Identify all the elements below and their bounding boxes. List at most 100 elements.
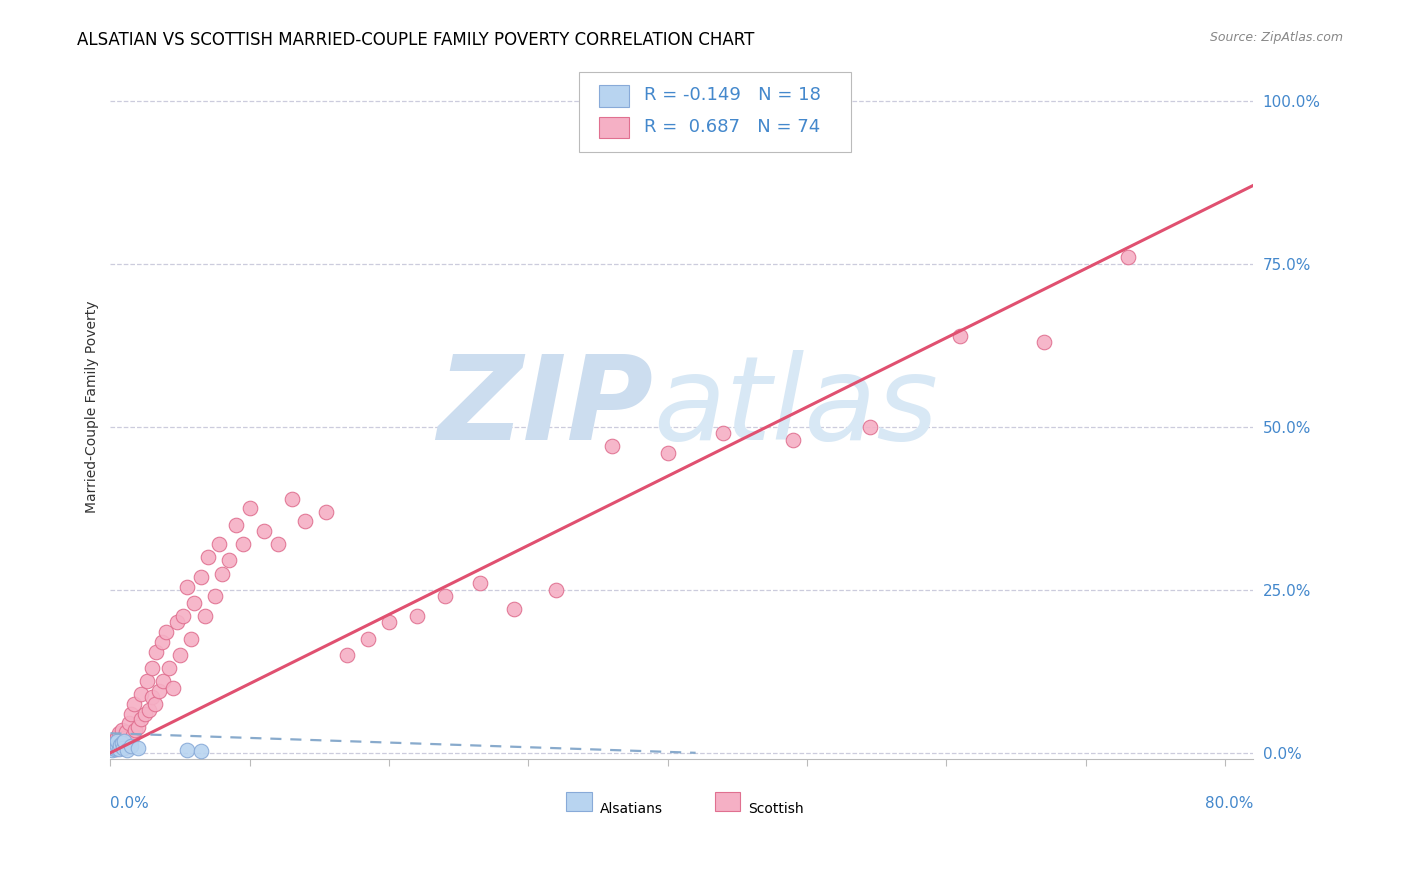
Text: R = -0.149   N = 18: R = -0.149 N = 18 — [644, 87, 821, 104]
FancyBboxPatch shape — [599, 86, 628, 106]
Point — [148, 684, 170, 698]
Point — [190, 570, 212, 584]
Point — [103, 738, 125, 752]
Point — [112, 734, 135, 748]
Point — [169, 648, 191, 662]
Point — [190, 744, 212, 758]
Text: 80.0%: 80.0% — [1205, 796, 1253, 811]
Point — [115, 742, 138, 756]
Point — [110, 723, 132, 737]
Point — [104, 732, 127, 747]
Text: ZIP: ZIP — [437, 350, 654, 465]
Point — [129, 687, 152, 701]
Point — [111, 731, 134, 746]
Point — [108, 738, 131, 752]
Point — [180, 632, 202, 646]
Point — [152, 674, 174, 689]
Point — [135, 674, 157, 689]
Point — [949, 328, 972, 343]
Point — [194, 608, 217, 623]
Point — [111, 740, 134, 755]
Point — [204, 590, 226, 604]
Point — [104, 738, 127, 752]
Point — [239, 501, 262, 516]
Point — [183, 596, 205, 610]
Point — [859, 419, 882, 434]
Point — [546, 582, 568, 597]
Point — [145, 645, 167, 659]
Point — [357, 632, 380, 646]
Point — [120, 732, 142, 747]
Point — [433, 590, 456, 604]
Point — [141, 661, 163, 675]
Text: R =  0.687   N = 74: R = 0.687 N = 74 — [644, 118, 820, 136]
Point — [104, 736, 127, 750]
Point — [105, 736, 128, 750]
Point — [1033, 334, 1056, 349]
Point — [107, 726, 129, 740]
Text: Scottish: Scottish — [748, 802, 804, 815]
Point — [108, 738, 131, 752]
FancyBboxPatch shape — [567, 792, 592, 811]
Point — [107, 742, 129, 756]
Point — [103, 740, 125, 755]
Point — [124, 723, 146, 737]
Point — [115, 736, 138, 750]
Point — [138, 703, 160, 717]
Point — [232, 537, 254, 551]
Point — [122, 697, 145, 711]
FancyBboxPatch shape — [714, 792, 741, 811]
Point — [197, 550, 219, 565]
Text: atlas: atlas — [654, 351, 938, 464]
FancyBboxPatch shape — [579, 72, 851, 152]
Point — [143, 697, 166, 711]
Point — [110, 734, 132, 748]
Point — [134, 706, 156, 721]
Point — [713, 426, 735, 441]
Point — [120, 706, 142, 721]
Point — [120, 739, 142, 754]
Point — [294, 514, 316, 528]
Point — [657, 446, 679, 460]
Point — [110, 736, 132, 750]
Point — [166, 615, 188, 630]
Point — [211, 566, 233, 581]
Point — [104, 742, 127, 756]
Point — [105, 730, 128, 744]
FancyBboxPatch shape — [599, 117, 628, 138]
Point — [114, 725, 136, 739]
Point — [378, 615, 401, 630]
Point — [129, 712, 152, 726]
Point — [336, 648, 359, 662]
Point — [104, 742, 127, 756]
Point — [253, 524, 276, 538]
Point — [105, 739, 128, 754]
Point — [176, 743, 198, 757]
Point — [117, 716, 139, 731]
Y-axis label: Married-Couple Family Poverty: Married-Couple Family Poverty — [86, 301, 100, 514]
Point — [266, 537, 288, 551]
Text: Alsatians: Alsatians — [599, 802, 662, 815]
Point — [280, 491, 302, 506]
Point — [172, 608, 194, 623]
Point — [162, 681, 184, 695]
Text: Source: ZipAtlas.com: Source: ZipAtlas.com — [1209, 31, 1343, 45]
Point — [218, 553, 240, 567]
Point — [103, 740, 125, 755]
Point — [104, 740, 127, 755]
Point — [105, 734, 128, 748]
Point — [157, 661, 180, 675]
Point — [503, 602, 526, 616]
Point — [127, 720, 149, 734]
Point — [127, 740, 149, 755]
Point — [208, 537, 231, 551]
Point — [155, 625, 177, 640]
Point — [782, 433, 804, 447]
Point — [1116, 250, 1139, 264]
Point — [468, 576, 491, 591]
Point — [101, 742, 124, 756]
Point — [141, 690, 163, 705]
Point — [112, 740, 135, 755]
Point — [600, 439, 623, 453]
Point — [176, 580, 198, 594]
